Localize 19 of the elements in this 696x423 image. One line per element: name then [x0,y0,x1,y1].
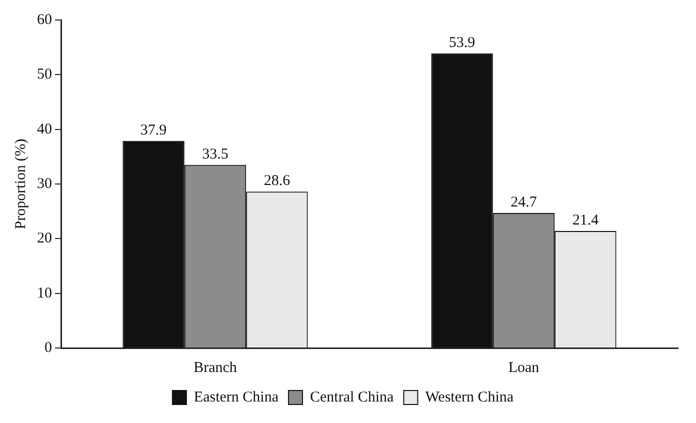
y-tick-label: 30 [37,176,52,192]
data-label: 33.5 [202,146,228,162]
y-tick-label: 20 [37,230,52,247]
y-tick-label: 40 [37,121,52,138]
y-tick-label: 50 [37,66,52,83]
y-tick-label: 0 [44,340,52,356]
data-label: 24.7 [510,194,538,210]
y-tick-label: 10 [37,285,52,302]
data-label: 53.9 [448,34,476,51]
legend-label: Eastern China [194,389,279,406]
legend-label: Central China [310,389,394,406]
x-tick-label: Branch [194,360,238,376]
x-tick-label: Loan [508,360,540,376]
data-label: 21.4 [572,212,600,228]
y-axis-title: Proportion (%) [12,138,29,230]
legend-label: Western China [425,389,514,406]
y-tick-label: 60 [37,12,52,28]
data-label: 37.9 [140,122,167,138]
data-label: 28.6 [264,173,291,190]
